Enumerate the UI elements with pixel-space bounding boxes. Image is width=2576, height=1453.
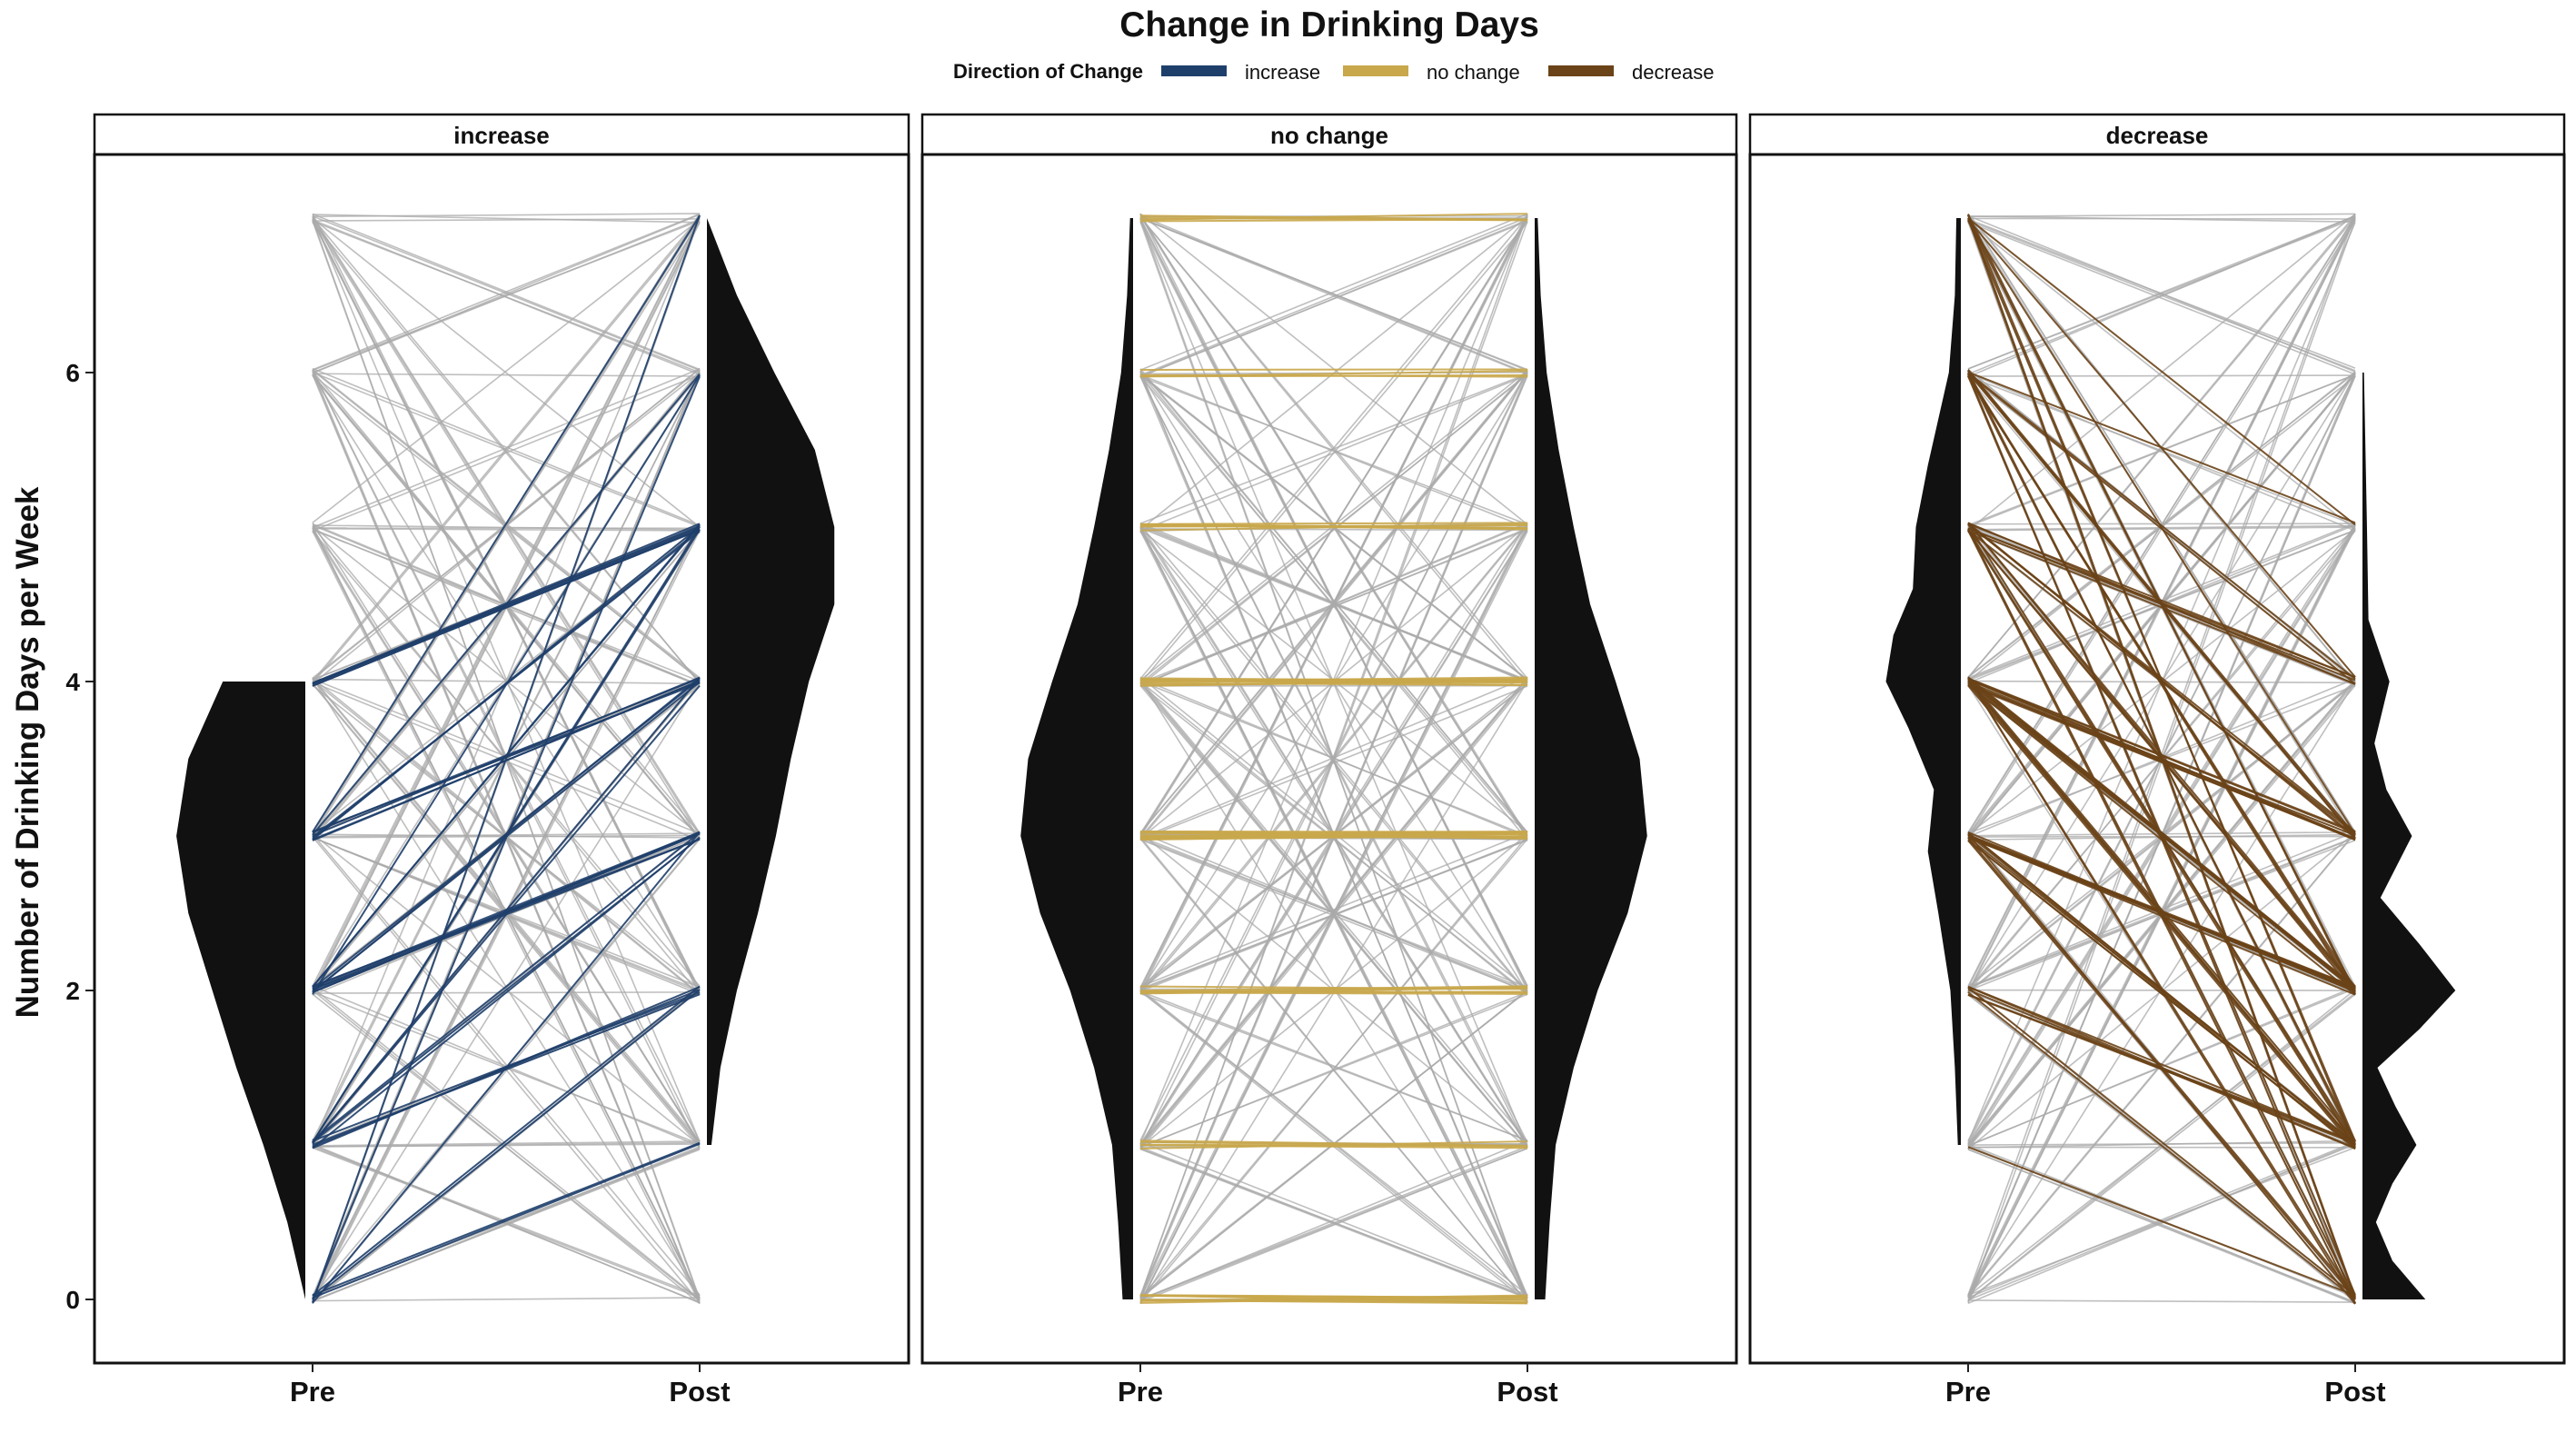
facet-strip-label: no change [1270, 122, 1388, 149]
x-tick-label: Post [1497, 1376, 1557, 1408]
pre-density-violin [176, 682, 305, 1299]
pre-density-violin [1020, 218, 1133, 1299]
y-axis-label: Number of Drinking Days per Week [10, 486, 45, 1018]
legend-item-decrease: decrease [1548, 61, 1715, 84]
post-density-violin [2362, 373, 2455, 1299]
background-line [1968, 222, 2355, 373]
y-axis: 0 2 4 6 [65, 359, 94, 1314]
legend-swatch [1548, 65, 1614, 76]
background-line [313, 1298, 700, 1301]
x-tick-label: Post [669, 1376, 730, 1408]
legend-item-increase: increase [1161, 61, 1320, 84]
background-line [1140, 216, 1527, 373]
background-line [1968, 1300, 2355, 1302]
background-line [1968, 214, 2355, 216]
facet-increase: increase Pre Post [94, 114, 909, 1408]
legend-label: no change [1427, 61, 1520, 84]
paired-line [1968, 685, 2355, 839]
legend-label: decrease [1632, 61, 1715, 84]
facet-plot-area [1886, 214, 2456, 1304]
legend-item-no-change: no change [1343, 61, 1520, 84]
facet-strip-label: increase [453, 122, 550, 149]
background-line [1140, 372, 1527, 1140]
paired-line [1140, 522, 1527, 523]
y-tick-label: 6 [65, 359, 80, 387]
post-density-violin [707, 218, 834, 1145]
legend-swatch [1161, 65, 1227, 76]
legend-items: increase no change decrease [1161, 61, 1715, 84]
pre-density-violin [1886, 218, 1962, 1145]
chart-title: Change in Drinking Days [1119, 5, 1539, 45]
facet-no-change: no change Pre Post [922, 114, 1736, 1408]
y-tick-label: 4 [65, 668, 80, 696]
facets: increase Pre Post no change Pre Post decrease P… [94, 114, 2564, 1408]
x-tick-label: Pre [1118, 1376, 1163, 1408]
post-density-violin [1535, 218, 1647, 1299]
paired-line [1140, 992, 1527, 993]
paired-line [1968, 990, 2355, 1149]
paired-line [1968, 218, 2355, 524]
paired-line [313, 1143, 700, 1295]
paired-line [1968, 522, 2355, 838]
x-tick-label: Pre [290, 1376, 335, 1408]
paired-line [1968, 373, 2355, 523]
facet-plot-area [1020, 214, 1647, 1304]
x-tick-label: Pre [1945, 1376, 1991, 1408]
y-tick-label: 2 [65, 977, 80, 1005]
facet-strip-label: decrease [2106, 122, 2209, 149]
legend-label: increase [1245, 61, 1320, 84]
legend: Direction of Change increase no change dec… [953, 60, 1715, 84]
facet-plot-area [176, 214, 834, 1304]
legend-title: Direction of Change [953, 60, 1143, 83]
background-line [1968, 221, 2355, 371]
legend-swatch [1343, 65, 1408, 76]
y-tick-label: 0 [65, 1286, 80, 1314]
background-line [1140, 991, 1527, 1140]
facet-decrease: decrease Pre Post [1750, 114, 2564, 1408]
x-tick-label: Post [2324, 1376, 2385, 1408]
